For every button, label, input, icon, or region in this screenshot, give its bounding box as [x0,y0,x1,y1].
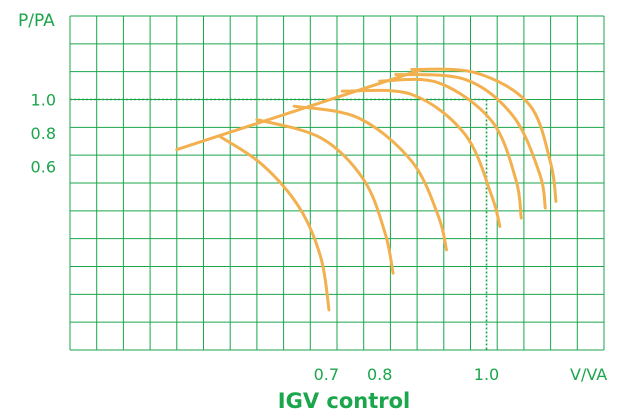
curve-2 [255,118,395,275]
y-tick-label: 0.8 [31,124,56,143]
x-tick-label: 0.8 [367,365,392,384]
curve-3 [292,104,448,252]
performance-curves [175,67,558,312]
y-tick-label: 1.0 [31,91,56,110]
curve-5 [378,77,523,220]
x-tick-label: 0.7 [314,365,339,384]
x-axis-label: V/VA [570,365,607,384]
y-axis-label: P/PA [18,11,55,31]
y-tick-label: 0.6 [31,157,56,176]
chart-title: IGV control [278,389,410,413]
curve-1 [218,134,331,312]
reference-lines [70,98,488,350]
curve-4 [340,88,502,228]
tick-labels: 0.6 0.8 1.0 0.7 0.8 1.0 [31,91,500,385]
curve-6 [394,72,547,210]
curve-7 [410,67,558,203]
surge-line [175,67,424,152]
x-tick-label: 1.0 [474,365,499,384]
grid [69,15,605,351]
